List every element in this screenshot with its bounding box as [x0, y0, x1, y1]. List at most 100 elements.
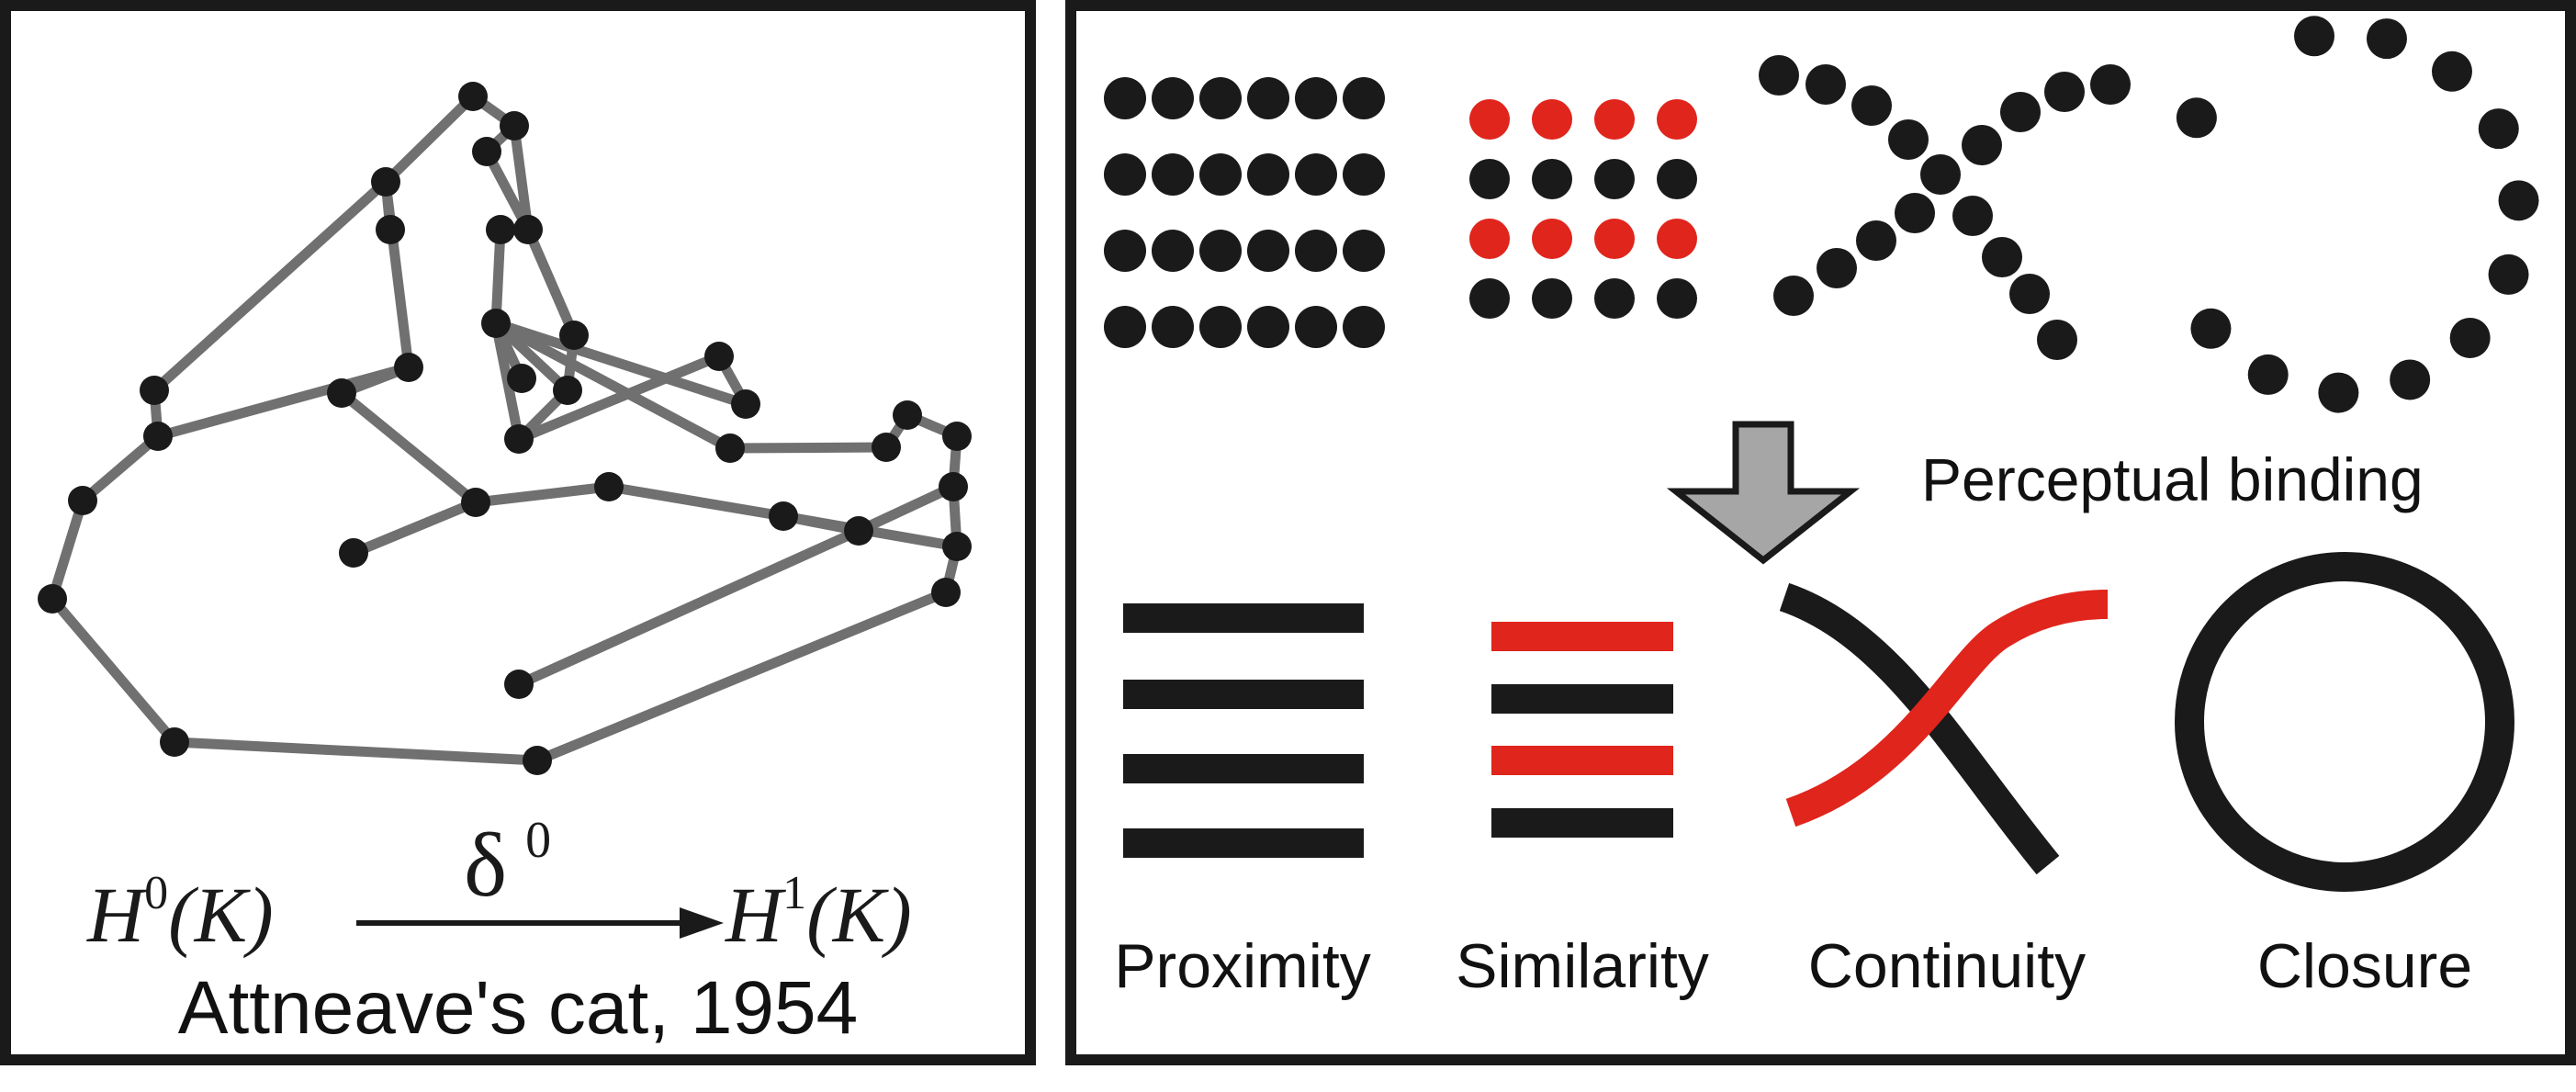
cat-edge: [77, 431, 163, 506]
svg-text:δ0: δ0: [464, 812, 551, 916]
cat-edge: [490, 224, 506, 329]
similarity-dot: [1469, 278, 1510, 319]
attneave-cat-graph: [38, 82, 972, 775]
cat-edge: [853, 481, 959, 536]
proximity-dot: [1152, 306, 1194, 348]
proximity-result-lines: [1123, 603, 1364, 858]
similarity-line-black: [1491, 808, 1673, 838]
continuity-dot: [2009, 274, 2050, 314]
cat-vertex: [942, 422, 972, 451]
cat-vertex: [872, 433, 901, 462]
proximity-line: [1123, 680, 1364, 709]
cat-vertex: [327, 378, 356, 408]
proximity-dot: [1152, 77, 1194, 119]
cat-vertex: [731, 389, 760, 419]
continuity-dot: [1851, 85, 1892, 126]
continuity-dot: [1805, 64, 1846, 105]
cat-vertex: [504, 670, 534, 699]
formula-target-argument: (K): [806, 871, 912, 959]
cat-vertex: [371, 167, 400, 197]
proximity-dot: [1295, 230, 1337, 272]
similarity-dot: [1469, 219, 1510, 259]
similarity-line-black: [1491, 684, 1673, 714]
cat-edge: [513, 525, 864, 690]
right-panel-frame: [1065, 0, 2576, 1065]
cat-vertex: [486, 215, 515, 244]
down-arrow-icon: [1666, 421, 1861, 565]
closure-dot: [2366, 18, 2407, 60]
principle-label-closure: Closure: [2257, 931, 2472, 1001]
similarity-dot: [1657, 99, 1697, 140]
principle-label-continuity: Continuity: [1808, 931, 2086, 1001]
proximity-dot: [1199, 230, 1242, 272]
similarity-dot-pattern: [1469, 99, 1697, 319]
continuity-dot: [1962, 125, 2002, 165]
similarity-line-red: [1491, 746, 1673, 775]
formula-map-symbol: δ: [464, 814, 507, 916]
similarity-dot: [1532, 99, 1572, 140]
right-panel: Perceptual binding Proximity Similarity …: [1065, 0, 2576, 1065]
cat-edge: [152, 362, 414, 442]
cat-vertex: [38, 584, 67, 614]
cat-edge: [513, 351, 725, 445]
similarity-dot: [1469, 159, 1510, 199]
continuity-dot: [1817, 248, 1857, 288]
continuity-dot: [1895, 193, 1935, 233]
cat-vertex: [376, 215, 405, 244]
proximity-dot: [1343, 230, 1385, 272]
svg-text:H1(K): H1(K): [725, 867, 912, 959]
closure-dot-pattern: [2176, 16, 2539, 413]
similarity-dot: [1469, 99, 1510, 140]
formula-source-argument: (K): [168, 871, 274, 959]
continuity-dot: [2044, 72, 2085, 112]
closure-dot: [2478, 108, 2519, 150]
cat-edge: [725, 442, 892, 454]
cat-vertex: [523, 746, 552, 775]
principle-label-proximity: Proximity: [1114, 931, 1371, 1001]
proximity-dot: [1152, 230, 1194, 272]
similarity-result-lines: [1491, 622, 1673, 838]
cat-edge: [490, 318, 751, 410]
proximity-line: [1123, 603, 1364, 633]
closure-dot: [2190, 308, 2232, 349]
proximity-dot: [1104, 306, 1146, 348]
cat-vertex: [844, 516, 873, 546]
continuity-dot: [2037, 320, 2077, 360]
formula-target-symbol: H: [725, 871, 786, 959]
continuity-red-curve: [1785, 590, 2109, 827]
formula-source-superscript: 0: [144, 867, 168, 919]
closure-dot: [2431, 51, 2472, 92]
left-caption: Attneave's cat, 1954: [178, 966, 858, 1050]
cat-vertex: [715, 433, 745, 463]
closure-dot: [2488, 253, 2529, 295]
similarity-dot: [1594, 99, 1635, 140]
cat-edge: [380, 176, 414, 373]
similarity-dot: [1657, 219, 1697, 259]
cat-vertex: [931, 578, 961, 607]
cat-edge: [490, 318, 736, 454]
cat-vertex: [143, 422, 173, 451]
closure-dot: [2390, 359, 2431, 400]
proximity-dot: [1199, 153, 1242, 196]
cat-vertex: [939, 472, 968, 501]
proximity-dot: [1104, 230, 1146, 272]
continuity-dot: [1920, 154, 1961, 195]
cat-edge: [336, 388, 481, 508]
cat-vertex: [339, 538, 368, 568]
cat-edge: [169, 737, 543, 766]
cat-edge: [47, 495, 88, 604]
closure-dot: [2294, 16, 2335, 57]
closure-dot: [2449, 317, 2491, 358]
continuity-dot: [2000, 92, 2041, 132]
proximity-dot: [1295, 77, 1337, 119]
proximity-dot-pattern: [1104, 77, 1385, 348]
cat-edge: [47, 593, 180, 748]
proximity-dot: [1343, 306, 1385, 348]
proximity-dot: [1152, 153, 1194, 196]
continuity-dot: [2090, 64, 2131, 105]
svg-text:H0(K): H0(K): [86, 867, 274, 959]
cat-vertex: [472, 137, 501, 166]
